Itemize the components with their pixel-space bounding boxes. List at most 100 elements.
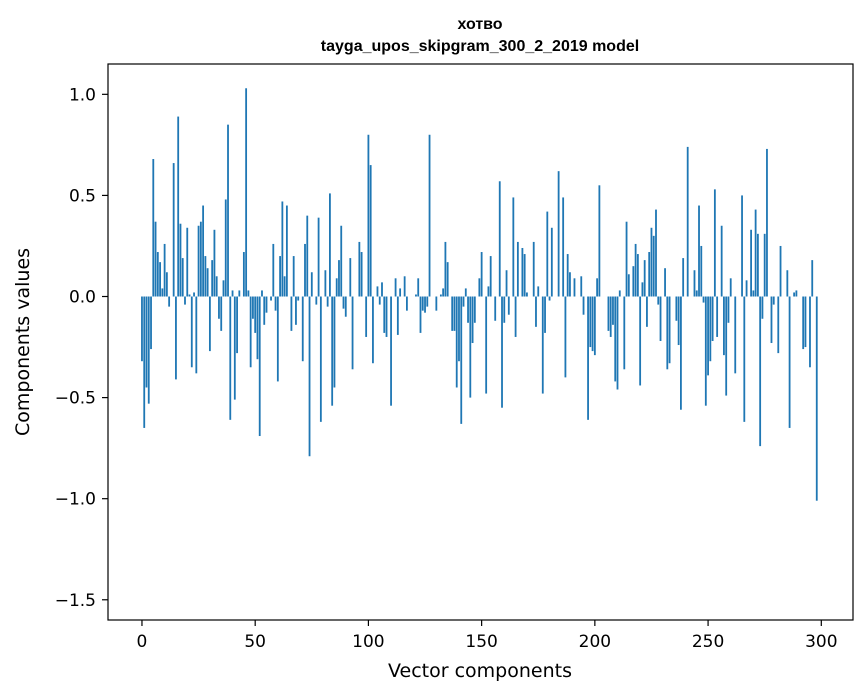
bar	[419, 296, 422, 333]
bar	[756, 233, 759, 297]
bar	[396, 296, 399, 335]
bar	[469, 296, 472, 398]
bar	[247, 290, 250, 297]
y-tick-label: −1.0	[55, 490, 96, 510]
bar	[315, 296, 318, 305]
bar	[793, 292, 796, 297]
bar	[650, 227, 653, 297]
bar	[725, 296, 728, 396]
bar	[652, 235, 655, 297]
bar	[566, 254, 569, 297]
x-axis-label: Vector components	[388, 660, 572, 682]
bar	[505, 270, 508, 297]
bar	[435, 296, 438, 311]
bar	[154, 221, 157, 297]
bar	[473, 296, 476, 323]
bar	[636, 254, 639, 297]
bar	[455, 296, 458, 388]
bar	[498, 181, 501, 297]
bar	[376, 286, 379, 297]
bar	[761, 296, 764, 319]
bar	[657, 296, 660, 305]
bar	[165, 272, 168, 297]
bar	[261, 290, 263, 297]
bar	[546, 211, 549, 297]
bar	[460, 296, 463, 424]
bar	[276, 296, 279, 382]
bar	[195, 296, 198, 374]
bar	[428, 134, 431, 297]
bar	[686, 146, 689, 297]
bar	[381, 282, 383, 297]
bar	[471, 296, 474, 344]
bar	[383, 296, 386, 333]
bar	[184, 296, 186, 305]
bar	[304, 243, 306, 297]
bar	[335, 278, 338, 297]
bar	[598, 185, 601, 297]
x-tick-label: 250	[692, 632, 724, 652]
x-axis-ticks: 0 50 100 150 200 250 300	[137, 620, 838, 652]
bar	[815, 296, 818, 501]
bar	[582, 296, 585, 315]
bar	[720, 225, 723, 297]
bar	[741, 195, 743, 297]
bar	[458, 296, 460, 362]
bar	[562, 197, 565, 297]
bar	[156, 252, 159, 297]
bar	[802, 296, 805, 350]
bar	[516, 241, 519, 297]
bar	[319, 296, 322, 422]
bar	[480, 252, 483, 297]
bar	[655, 209, 657, 297]
bar	[206, 268, 209, 297]
bar	[675, 296, 678, 321]
bar	[274, 296, 277, 311]
bar	[716, 296, 719, 337]
y-tick-label: 0.5	[69, 186, 96, 206]
bar	[487, 286, 490, 297]
bar	[215, 276, 218, 297]
bar	[147, 296, 150, 404]
bar	[208, 296, 211, 352]
bar	[750, 229, 752, 297]
bar	[664, 268, 666, 297]
bar	[634, 243, 637, 297]
bar	[614, 296, 617, 382]
bar	[573, 278, 576, 297]
bar	[446, 262, 449, 297]
bar	[297, 296, 300, 301]
bar	[453, 296, 456, 331]
bar	[367, 134, 370, 297]
bar	[700, 245, 703, 297]
bar	[227, 124, 229, 297]
bar	[378, 296, 381, 305]
bar	[263, 296, 266, 325]
bar	[394, 278, 397, 297]
chart-title: хотво	[457, 16, 502, 33]
bar	[295, 296, 297, 325]
bar	[175, 296, 177, 380]
y-tick-label: 0.0	[69, 288, 96, 308]
bar	[507, 296, 510, 315]
bar	[340, 225, 343, 297]
bar	[639, 296, 642, 386]
bar	[512, 197, 515, 297]
bar	[743, 296, 746, 422]
bar	[231, 290, 234, 297]
bar	[245, 88, 248, 297]
bar	[729, 278, 732, 297]
bar	[229, 296, 232, 420]
bar	[252, 296, 254, 319]
bar	[145, 296, 148, 388]
bar	[249, 296, 252, 368]
bar	[222, 280, 225, 297]
y-tick-label: −0.5	[55, 389, 96, 409]
bar	[439, 294, 442, 297]
bar	[308, 296, 311, 457]
bar	[451, 296, 454, 331]
bar	[342, 296, 345, 309]
bar	[587, 296, 589, 420]
bar	[238, 290, 241, 297]
bar	[256, 296, 259, 360]
